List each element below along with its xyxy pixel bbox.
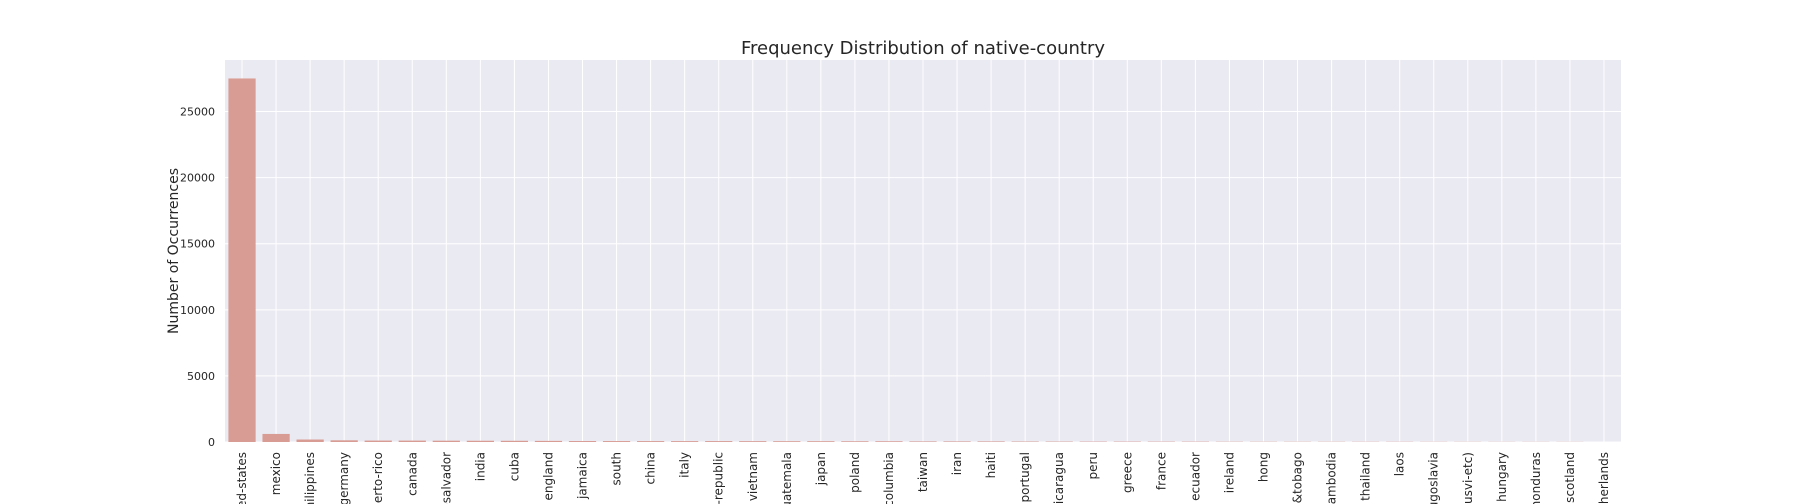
x-tick-label: mexico <box>269 452 283 495</box>
x-tick-label: poland <box>848 452 862 493</box>
x-tick-label: china <box>644 452 658 485</box>
bar-el-salvador <box>432 440 460 442</box>
x-tick-label: honduras <box>1529 452 1543 504</box>
x-tick-label: thailand <box>1359 452 1373 501</box>
x-tick-label: france <box>1154 452 1168 490</box>
x-tick-label: vietnam <box>746 452 760 501</box>
bar-jamaica <box>568 441 597 442</box>
y-tick-label: 15000 <box>180 238 215 251</box>
x-tick-label: india <box>473 452 487 481</box>
bar-philippines <box>296 439 324 442</box>
bar-puerto-rico <box>364 440 392 442</box>
x-tick-label: haiti <box>984 452 998 478</box>
x-tick-label: ted-states <box>235 452 249 504</box>
x-tick-label: japan <box>814 452 828 486</box>
x-tick-label: hong <box>1256 452 1270 482</box>
y-tick-label: 20000 <box>180 172 215 185</box>
grid-lines <box>225 60 1621 443</box>
bar-cuba <box>500 440 529 442</box>
bar-united-states <box>228 78 256 442</box>
x-tick-label: taiwan <box>916 452 930 492</box>
bar-taiwan <box>909 441 937 442</box>
x-tick-label: ecuador <box>1188 452 1202 501</box>
x-tick-label: l-salvador <box>439 452 453 504</box>
y-tick-labels: 0 5000 10000 15000 20000 25000 <box>180 106 215 449</box>
y-tick-label: 25000 <box>180 106 215 119</box>
x-tick-label: n-republic <box>712 452 726 504</box>
x-tick-label: nicaragua <box>1052 452 1066 504</box>
y-tick-label: 10000 <box>180 304 215 317</box>
x-tick-labels: ted-states mexico hilippines germany uerto-r… <box>235 452 1611 504</box>
x-tick-label: columbia <box>882 452 896 504</box>
bar-italy <box>671 441 699 442</box>
x-tick-label: south <box>610 452 624 486</box>
bar-england <box>534 440 563 442</box>
x-tick-label: italy <box>678 452 692 478</box>
bar-guatemala <box>773 441 801 442</box>
y-tick-label: 0 <box>208 436 215 449</box>
x-tick-label: greece <box>1120 452 1134 493</box>
x-tick-label: ireland <box>1222 452 1236 493</box>
bar-canada <box>398 440 426 442</box>
x-tick-label: ugoslavia <box>1427 452 1441 504</box>
x-tick-label: iran <box>950 452 964 475</box>
x-tick-label: cambodia <box>1325 452 1339 504</box>
x-tick-label: hungary <box>1495 452 1509 502</box>
bar-columbia <box>875 441 903 442</box>
bar-vietnam <box>739 441 767 442</box>
chart-title: Frequency Distribution of native-country <box>741 38 1105 59</box>
bar-china <box>636 441 665 442</box>
y-tick-label: 5000 <box>187 370 215 383</box>
x-tick-label: scotland <box>1563 452 1577 503</box>
bar-japan <box>807 441 835 442</box>
bar-india <box>466 440 494 442</box>
bars <box>228 78 1618 442</box>
x-tick-label: peru <box>1086 452 1100 480</box>
x-tick-label: laos <box>1393 452 1407 476</box>
bar-poland <box>841 441 869 442</box>
bar-germany <box>330 440 358 442</box>
bar-iran <box>943 441 971 442</box>
bar-mexico <box>262 433 290 442</box>
bar-dominican-republic <box>705 441 733 442</box>
bar-south <box>602 441 631 442</box>
x-tick-label: uatemala <box>780 452 794 504</box>
x-tick-label: cuba <box>507 452 521 481</box>
x-tick-label: d&tobago <box>1291 452 1305 504</box>
x-tick-label: england <box>541 452 555 501</box>
y-axis-label: Number of Occurrences <box>166 168 182 334</box>
x-tick-label: -usvi-etc) <box>1461 452 1475 504</box>
x-tick-label: germany <box>337 452 351 504</box>
bar-haiti <box>977 441 1005 442</box>
x-tick-label: portugal <box>1018 452 1032 503</box>
x-tick-label: hilippines <box>303 452 317 504</box>
x-tick-label: canada <box>405 452 419 496</box>
x-tick-label: etherlands <box>1597 452 1611 504</box>
x-tick-label: jamaica <box>576 452 590 500</box>
x-tick-label: uerto-rico <box>371 452 385 504</box>
